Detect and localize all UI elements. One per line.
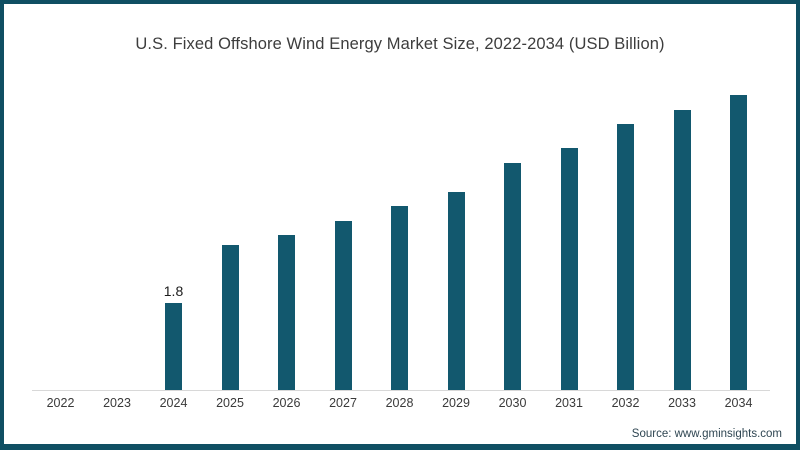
bar-2032 bbox=[617, 124, 634, 390]
bar-2027 bbox=[334, 221, 352, 390]
x-tick-label-2028: 2028 bbox=[385, 396, 414, 410]
bar-2031 bbox=[560, 148, 578, 390]
x-tick-label-2026: 2026 bbox=[272, 396, 301, 410]
x-tick-label-2033: 2033 bbox=[668, 396, 696, 410]
bar-2025 bbox=[221, 245, 239, 390]
bar-2024 bbox=[165, 303, 182, 390]
x-tick-label-2027: 2027 bbox=[329, 396, 357, 410]
source-attribution: Source: www.gminsights.com bbox=[631, 428, 782, 440]
bar-2028 bbox=[391, 206, 408, 390]
bar-2033 bbox=[673, 110, 691, 390]
x-tick-label-2025: 2025 bbox=[216, 396, 244, 410]
x-tick-label-2034: 2034 bbox=[724, 396, 753, 410]
x-tick-label-2023: 2023 bbox=[103, 396, 131, 410]
x-tick-label-2029: 2029 bbox=[442, 396, 470, 410]
x-tick-label-2030: 2030 bbox=[498, 396, 527, 410]
bar-chart-plot: 2022 2023 1.8 2024 2025 2026 2027 2028 2029 2030 2… bbox=[4, 4, 796, 444]
bar-value-label-2024: 1.8 bbox=[163, 283, 184, 299]
bar-2030 bbox=[504, 163, 521, 390]
bar-2029 bbox=[447, 192, 465, 390]
bar-2026 bbox=[278, 235, 295, 390]
chart-title: U.S. Fixed Offshore Wind Energy Market S… bbox=[135, 35, 665, 53]
x-tick-label-2024: 2024 bbox=[159, 396, 188, 410]
x-tick-label-2031: 2031 bbox=[555, 396, 583, 410]
bar-2034 bbox=[730, 95, 747, 390]
x-tick-label-2032: 2032 bbox=[611, 396, 640, 410]
x-axis-line bbox=[32, 390, 770, 391]
x-tick-label-2022: 2022 bbox=[46, 396, 75, 410]
